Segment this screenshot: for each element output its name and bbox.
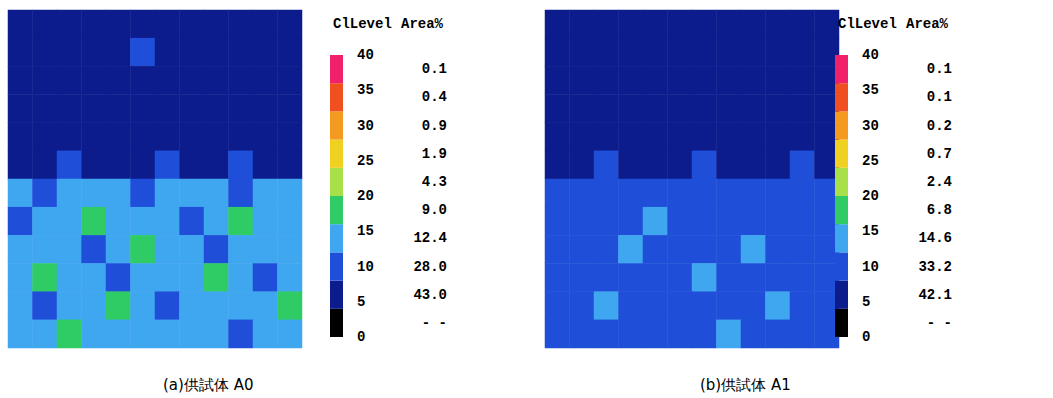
svg-text:5: 5 (862, 294, 870, 310)
svg-text:30: 30 (357, 118, 374, 134)
svg-text:ClLevel: ClLevel (838, 16, 897, 32)
svg-text:10: 10 (862, 259, 879, 275)
svg-text:0: 0 (862, 329, 870, 345)
svg-text:- -: - - (927, 315, 952, 331)
svg-text:33.2: 33.2 (918, 259, 952, 275)
svg-text:12.4: 12.4 (413, 230, 447, 246)
svg-text:9.0: 9.0 (422, 202, 447, 218)
svg-text:15: 15 (862, 223, 879, 239)
svg-text:Area%: Area% (906, 16, 949, 32)
svg-text:5: 5 (357, 294, 365, 310)
svg-text:30: 30 (862, 118, 879, 134)
svg-text:4.3: 4.3 (422, 174, 447, 190)
svg-text:20: 20 (862, 188, 879, 204)
svg-text:0.4: 0.4 (422, 89, 447, 105)
svg-text:28.0: 28.0 (413, 259, 447, 275)
svg-text:43.0: 43.0 (413, 287, 447, 303)
svg-text:(a)供試体 A0: (a)供試体 A0 (163, 376, 253, 394)
svg-text:ClLevel: ClLevel (333, 16, 392, 32)
svg-text:35: 35 (862, 82, 879, 98)
svg-text:0.1: 0.1 (927, 89, 952, 105)
svg-text:20: 20 (357, 188, 374, 204)
svg-text:6.8: 6.8 (927, 202, 952, 218)
svg-text:35: 35 (357, 82, 374, 98)
svg-text:1.9: 1.9 (422, 146, 447, 162)
svg-text:25: 25 (357, 153, 374, 169)
svg-text:0: 0 (357, 329, 365, 345)
svg-text:14.6: 14.6 (918, 230, 952, 246)
svg-text:42.1: 42.1 (918, 287, 952, 303)
svg-text:25: 25 (862, 153, 879, 169)
svg-text:0.2: 0.2 (927, 118, 952, 134)
svg-text:2.4: 2.4 (927, 174, 952, 190)
svg-text:40: 40 (862, 47, 879, 63)
svg-text:0.1: 0.1 (422, 61, 447, 77)
svg-text:0.9: 0.9 (422, 118, 447, 134)
svg-text:0.7: 0.7 (927, 146, 952, 162)
svg-text:Area%: Area% (401, 16, 444, 32)
svg-text:- -: - - (422, 315, 447, 331)
svg-text:10: 10 (357, 259, 374, 275)
svg-text:40: 40 (357, 47, 374, 63)
svg-text:15: 15 (357, 223, 374, 239)
svg-text:(b)供試体 A1: (b)供試体 A1 (700, 376, 791, 394)
svg-text:0.1: 0.1 (927, 61, 952, 77)
